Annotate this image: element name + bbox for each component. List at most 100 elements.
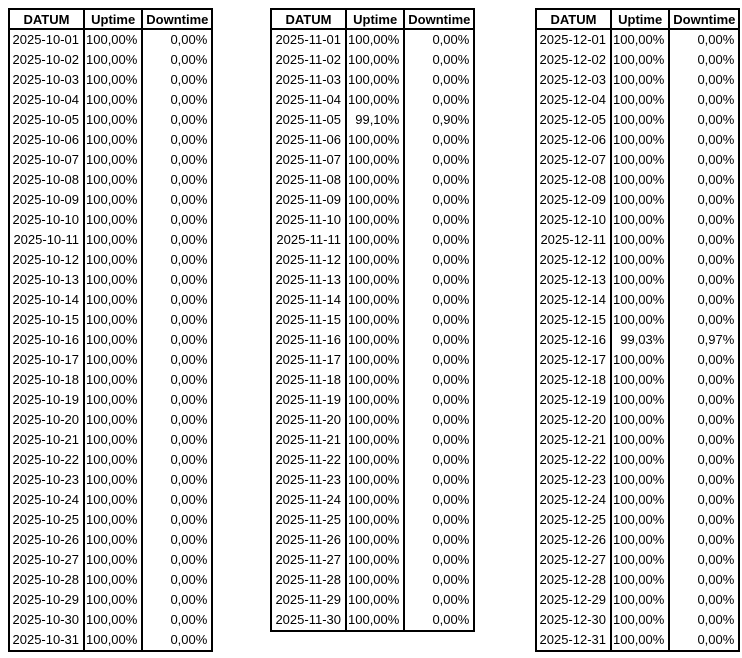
date-cell: 2025-12-16 [535, 330, 612, 350]
downtime-cell: 0,00% [403, 450, 476, 470]
table-row: 2025-12-25 100,00% 0,00% [535, 510, 741, 530]
table-row: 2025-12-01 100,00% 0,00% [535, 29, 741, 50]
date-cell: 2025-10-09 [8, 190, 85, 210]
uptime-cell: 100,00% [609, 570, 671, 590]
downtime-cell: 0,00% [668, 370, 741, 390]
downtime-cell: 0,97% [668, 330, 741, 350]
date-cell: 2025-12-10 [535, 210, 612, 230]
table-row: 2025-11-20 100,00% 0,00% [270, 410, 476, 430]
downtime-cell: 0,00% [403, 290, 476, 310]
date-cell: 2025-10-13 [8, 270, 85, 290]
uptime-cell: 100,00% [609, 70, 671, 90]
downtime-cell: 0,00% [403, 50, 476, 70]
date-cell: 2025-12-22 [535, 450, 612, 470]
date-cell: 2025-10-19 [8, 390, 85, 410]
date-cell: 2025-11-22 [270, 450, 347, 470]
date-cell: 2025-12-14 [535, 290, 612, 310]
table-row: 2025-11-14 100,00% 0,00% [270, 290, 476, 310]
uptime-cell: 100,00% [344, 450, 406, 470]
downtime-cell: 0,00% [141, 150, 214, 170]
date-cell: 2025-11-05 [270, 110, 347, 130]
downtime-cell: 0,00% [141, 470, 214, 490]
uptime-cell: 100,00% [609, 630, 671, 651]
datum-header: DATUM [270, 8, 347, 30]
uptime-cell: 100,00% [344, 490, 406, 510]
table-row: 2025-12-27 100,00% 0,00% [535, 550, 741, 570]
downtime-cell: 0,00% [403, 170, 476, 190]
uptime-cell: 100,00% [82, 450, 144, 470]
downtime-cell: 0,00% [668, 150, 741, 170]
table-row: 2025-12-22 100,00% 0,00% [535, 450, 741, 470]
downtime-cell: 0,00% [403, 570, 476, 590]
downtime-cell: 0,00% [403, 150, 476, 170]
uptime-cell: 100,00% [344, 550, 406, 570]
table-row: 2025-10-01 100,00% 0,00% [8, 29, 214, 50]
date-cell: 2025-11-28 [270, 570, 347, 590]
downtime-cell: 0,00% [141, 510, 214, 530]
table-row: 2025-11-17 100,00% 0,00% [270, 350, 476, 370]
date-cell: 2025-11-09 [270, 190, 347, 210]
downtime-cell: 0,00% [141, 170, 214, 190]
table-row: 2025-12-07 100,00% 0,00% [535, 150, 741, 170]
date-cell: 2025-11-07 [270, 150, 347, 170]
date-cell: 2025-11-24 [270, 490, 347, 510]
table-row: 2025-10-24 100,00% 0,00% [8, 490, 214, 510]
date-cell: 2025-10-18 [8, 370, 85, 390]
uptime-cell: 100,00% [82, 610, 144, 630]
table-row: 2025-12-09 100,00% 0,00% [535, 190, 741, 210]
table-row: 2025-12-17 100,00% 0,00% [535, 350, 741, 370]
date-cell: 2025-12-21 [535, 430, 612, 450]
downtime-cell: 0,00% [668, 490, 741, 510]
table-row: 2025-10-07 100,00% 0,00% [8, 150, 214, 170]
uptime-cell: 100,00% [609, 490, 671, 510]
date-cell: 2025-11-04 [270, 90, 347, 110]
downtime-cell: 0,00% [141, 370, 214, 390]
downtime-cell: 0,00% [403, 190, 476, 210]
table-row: 2025-10-27 100,00% 0,00% [8, 550, 214, 570]
uptime-cell: 100,00% [82, 250, 144, 270]
uptime-cell: 100,00% [344, 250, 406, 270]
date-cell: 2025-10-26 [8, 530, 85, 550]
date-cell: 2025-11-20 [270, 410, 347, 430]
downtime-cell: 0,00% [403, 250, 476, 270]
table-row: 2025-11-24 100,00% 0,00% [270, 490, 476, 510]
downtime-cell: 0,00% [668, 130, 741, 150]
uptime-header: Uptime [609, 8, 671, 30]
uptime-cell: 100,00% [344, 530, 406, 550]
downtime-cell: 0,00% [668, 70, 741, 90]
uptime-cell: 100,00% [82, 630, 144, 651]
date-cell: 2025-10-12 [8, 250, 85, 270]
date-cell: 2025-10-06 [8, 130, 85, 150]
downtime-cell: 0,00% [141, 90, 214, 110]
downtime-cell: 0,00% [403, 470, 476, 490]
header-row: DATUM Uptime Downtime [535, 8, 741, 30]
table-row: 2025-12-11 100,00% 0,00% [535, 230, 741, 250]
date-cell: 2025-10-28 [8, 570, 85, 590]
downtime-cell: 0,00% [668, 310, 741, 330]
date-cell: 2025-10-30 [8, 610, 85, 630]
date-cell: 2025-10-23 [8, 470, 85, 490]
table-row: 2025-12-23 100,00% 0,00% [535, 470, 741, 490]
uptime-cell: 100,00% [82, 230, 144, 250]
table-row: 2025-10-16 100,00% 0,00% [8, 330, 214, 350]
table-row: 2025-12-19 100,00% 0,00% [535, 390, 741, 410]
table-row: 2025-10-20 100,00% 0,00% [8, 410, 214, 430]
downtime-cell: 0,00% [403, 330, 476, 350]
table-row: 2025-10-12 100,00% 0,00% [8, 250, 214, 270]
uptime-cell: 100,00% [609, 470, 671, 490]
date-cell: 2025-11-16 [270, 330, 347, 350]
date-cell: 2025-10-10 [8, 210, 85, 230]
table-row: 2025-11-01 100,00% 0,00% [270, 29, 476, 50]
uptime-cell: 100,00% [609, 370, 671, 390]
date-cell: 2025-12-06 [535, 130, 612, 150]
uptime-cell: 100,00% [344, 390, 406, 410]
table-row: 2025-10-30 100,00% 0,00% [8, 610, 214, 630]
date-cell: 2025-10-21 [8, 430, 85, 450]
month-table: DATUM Uptime Downtime 2025-10-01 100,00% 0,00… [8, 8, 214, 652]
downtime-cell: 0,00% [668, 390, 741, 410]
uptime-cell: 100,00% [82, 350, 144, 370]
table-row: 2025-12-05 100,00% 0,00% [535, 110, 741, 130]
table-row: 2025-10-31 100,00% 0,00% [8, 630, 214, 651]
date-cell: 2025-12-13 [535, 270, 612, 290]
uptime-cell: 100,00% [82, 170, 144, 190]
